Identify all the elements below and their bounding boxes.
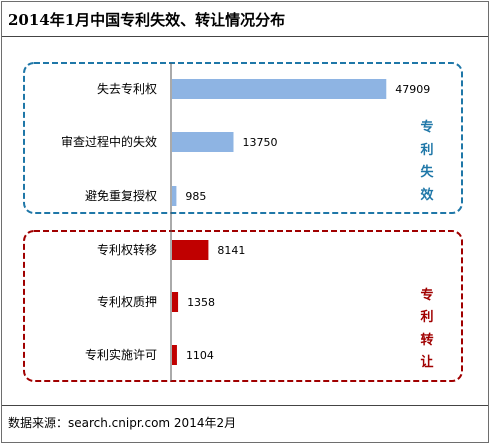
page-title: 2014年1月中国专利失效、转让情况分布 [8,11,286,29]
bar [172,240,209,260]
bar [172,79,387,99]
data-label: 13750 [243,136,278,149]
footer-divider [2,405,488,406]
category-label: 专利权转移 [97,242,157,257]
category-label: 专利实施许可 [85,347,157,362]
group-label-char: 效 [420,187,434,203]
category-label: 专利权质押 [97,294,157,309]
group-label-char: 专 [420,287,433,303]
category-label: 审查过程中的失效 [61,134,157,149]
bar [172,292,179,312]
group-box-2 [23,230,463,382]
data-label: 1104 [186,349,214,362]
group-box-1 [23,62,463,214]
group-label-char: 专 [420,119,433,135]
bar [172,132,234,152]
data-label: 985 [185,190,206,203]
data-label: 1358 [187,296,215,309]
group-label-char: 失 [420,164,434,180]
category-label: 失去专利权 [97,81,157,96]
bar [172,345,177,365]
data-label: 8141 [217,244,245,257]
bar [172,186,177,206]
data-source-note: 数据来源：search.cnipr.com 2014年2月 [8,416,237,430]
group-label-char: 转 [420,332,433,348]
category-label: 避免重复授权 [85,188,157,203]
data-label: 47909 [395,83,430,96]
title-divider [2,36,488,37]
group-label-char: 利 [420,142,433,158]
group-label-char: 利 [420,309,433,325]
group-label-char: 让 [420,354,433,370]
